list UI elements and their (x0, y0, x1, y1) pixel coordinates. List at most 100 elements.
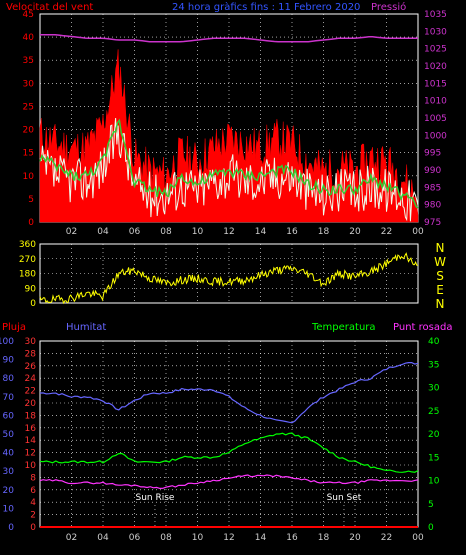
x-tick-label-bottom: 00 (412, 533, 424, 543)
x-tick-label-bottom: 06 (129, 533, 141, 543)
rain-tick-label: 30 (3, 467, 15, 477)
x-tick-label-top: 12 (223, 227, 234, 237)
wind-tick-label: 5 (28, 195, 34, 205)
x-tick-label-top: 20 (349, 227, 361, 237)
compass-label: E (436, 283, 444, 297)
pressure-title: Pressió (371, 1, 406, 13)
x-tick-label-bottom: 14 (255, 533, 267, 543)
rain-tick-label: 20 (3, 486, 15, 496)
x-tick-label-bottom: 04 (97, 533, 109, 543)
wind-tick-label: 30 (23, 79, 35, 89)
humidity-scale-tick-label: 14 (25, 436, 37, 446)
compass-label: N (436, 297, 445, 311)
humidity-scale-tick-label: 28 (25, 349, 37, 359)
humidity-scale-tick-label: 24 (25, 374, 37, 384)
rain-tick-label: 10 (3, 504, 15, 514)
rain-tick-label: 70 (3, 393, 15, 403)
temp-tick-label: 0 (428, 523, 434, 533)
wind-tick-label: 10 (23, 172, 35, 182)
pressure-tick-label: 1005 (424, 114, 447, 124)
x-tick-label-top: 08 (160, 227, 172, 237)
wind-tick-label: 0 (28, 218, 34, 228)
x-tick-label-bottom: 02 (66, 533, 77, 543)
main-title: 24 hora gràfics fins : 11 Febrero 2020 (172, 1, 360, 13)
temp-tick-label: 20 (428, 430, 440, 440)
temperature-line (39, 432, 419, 473)
x-tick-label-top: 18 (318, 227, 330, 237)
temp-tick-label: 30 (428, 384, 440, 394)
humidity-scale-tick-label: 30 (25, 337, 37, 347)
humidity-scale-tick-label: 16 (25, 424, 37, 434)
rain-tick-label: 40 (3, 449, 15, 459)
x-tick-label-top: 06 (129, 227, 141, 237)
x-tick-label-top: 22 (381, 227, 392, 237)
pressure-tick-label: 1035 (424, 10, 447, 20)
rain-tick-label: 0 (8, 523, 14, 533)
x-tick-label-bottom: 16 (286, 533, 298, 543)
humidity-title: Humitat (66, 322, 106, 333)
temperature-title: Temperatura (311, 322, 376, 333)
direction-tick-label: 0 (30, 299, 36, 309)
sunrise-label: Sun Rise (135, 493, 174, 503)
axis-labels: 0202040406060808101012121414161618182020… (0, 10, 447, 543)
humidity-line (39, 362, 419, 424)
humidity-scale-tick-label: 2 (30, 511, 36, 521)
temp-tick-label: 15 (428, 453, 439, 463)
temp-tick-label: 10 (428, 477, 440, 487)
wind-title: Velocitat del vent (6, 2, 93, 13)
pressure-tick-label: 1000 (424, 131, 447, 141)
gust-line (39, 117, 419, 222)
direction-tick-label: 180 (19, 270, 36, 280)
pressure-tick-label: 1025 (424, 45, 447, 55)
pressure-tick-label: 1015 (424, 79, 447, 89)
wind-tick-label: 45 (23, 10, 34, 20)
compass-label: S (436, 269, 444, 283)
pressure-tick-label: 980 (424, 201, 441, 211)
wind-tick-label: 15 (23, 149, 34, 159)
wind-tick-label: 40 (23, 33, 35, 43)
humidity-scale-tick-label: 10 (25, 461, 37, 471)
direction-tick-label: 90 (25, 284, 37, 294)
pressure-tick-label: 975 (424, 218, 441, 228)
x-tick-label-top: 02 (66, 227, 77, 237)
dewpoint-title: Punt rosada (393, 322, 452, 333)
pressure-tick-label: 1020 (424, 62, 447, 72)
temp-tick-label: 5 (428, 500, 434, 510)
rain-tick-label: 80 (3, 374, 15, 384)
x-tick-label-bottom: 12 (223, 533, 234, 543)
temp-tick-label: 40 (428, 337, 440, 347)
plot-frame-2 (39, 243, 419, 304)
humidity-scale-tick-label: 26 (25, 362, 37, 372)
x-tick-label-top: 00 (412, 227, 424, 237)
pressure-line (40, 34, 418, 43)
humidity-scale-tick-label: 4 (30, 498, 36, 508)
humidity-scale-tick-label: 6 (30, 486, 36, 496)
x-tick-label-bottom: 20 (349, 533, 361, 543)
humidity-scale-tick-label: 20 (25, 399, 37, 409)
x-tick-label-bottom: 10 (192, 533, 204, 543)
temp-tick-label: 35 (428, 360, 439, 370)
pressure-tick-label: 995 (424, 149, 441, 159)
direction-tick-label: 360 (19, 240, 36, 250)
sunset-label: Sun Set (327, 493, 362, 503)
wind-tick-label: 20 (23, 126, 35, 136)
compass-label: W (434, 255, 446, 269)
rain-tick-label: 90 (3, 356, 15, 366)
temp-tick-label: 25 (428, 407, 439, 417)
pressure-tick-label: 1030 (424, 27, 447, 37)
humidity-scale-tick-label: 8 (30, 473, 36, 483)
data-marks (39, 34, 419, 528)
x-tick-label-top: 10 (192, 227, 204, 237)
humidity-scale-tick-label: 12 (25, 449, 36, 459)
pressure-tick-label: 990 (424, 166, 441, 176)
compass-label: N (436, 241, 445, 255)
x-tick-label-top: 14 (255, 227, 267, 237)
humidity-scale-tick-label: 22 (25, 387, 36, 397)
wind-direction-line (39, 252, 418, 305)
direction-tick-label: 270 (19, 255, 36, 265)
pressure-tick-label: 985 (424, 183, 441, 193)
humidity-scale-tick-label: 18 (25, 411, 37, 421)
x-tick-label-top: 04 (97, 227, 109, 237)
pressure-tick-label: 1010 (424, 97, 447, 107)
